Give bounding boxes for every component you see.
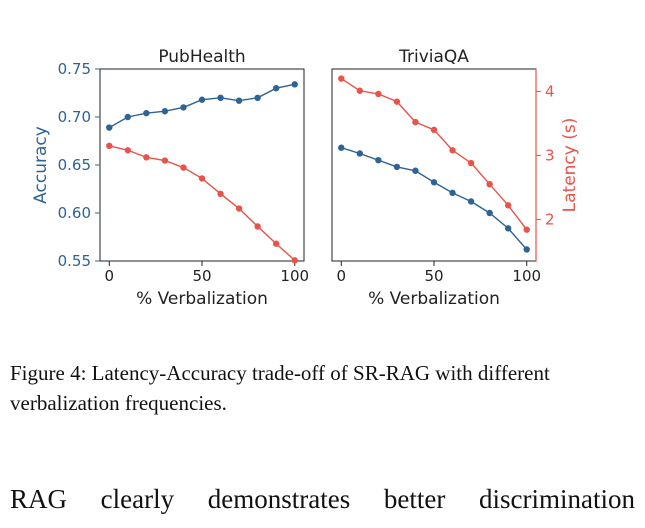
data-point-accuracy — [393, 163, 401, 171]
data-point-latency — [523, 226, 530, 233]
data-point-accuracy — [291, 81, 298, 88]
body-text: RAG clearly demonstrates better discrimi… — [10, 484, 635, 514]
x-tick-label: 0 — [336, 267, 346, 285]
series-line-latency — [340, 78, 528, 231]
x-tick-label: 100 — [280, 267, 309, 285]
y2-axis-title-latency: Latency (s) — [560, 118, 580, 213]
data-point-latency — [235, 205, 243, 212]
data-point-latency — [467, 159, 475, 167]
x-axis-ticks: 0 50 100 — [104, 261, 309, 285]
data-point-latency — [393, 98, 401, 105]
series-line-latency — [109, 145, 296, 261]
y-tick-label: 0.55 — [58, 252, 91, 270]
x-tick-label: 50 — [192, 267, 211, 285]
y-tick-label: 0.60 — [58, 204, 91, 222]
data-point-accuracy — [467, 198, 475, 205]
panel-title-pubhealth: PubHealth — [158, 47, 245, 67]
data-point-accuracy — [198, 96, 206, 103]
y2-tick-label: 3 — [545, 146, 555, 164]
data-point-accuracy — [504, 225, 512, 232]
series-layer — [106, 81, 298, 264]
data-point-latency — [375, 90, 382, 98]
series-line-accuracy — [341, 147, 528, 250]
panel-pubhealth: PubHealth 0.55 0.60 0.65 0.70 0.75 0 50 100 % … — [31, 47, 309, 309]
data-point-accuracy — [375, 157, 382, 164]
data-point-latency — [338, 75, 345, 82]
data-point-accuracy — [356, 150, 364, 157]
series-layer — [338, 75, 530, 253]
data-point-accuracy — [449, 189, 456, 197]
data-point-latency — [198, 175, 206, 182]
data-point-latency — [161, 157, 169, 164]
x-axis-title: % Verbalization — [368, 289, 500, 309]
data-point-accuracy — [486, 209, 493, 217]
data-point-accuracy — [180, 104, 187, 111]
data-point-accuracy — [235, 97, 243, 104]
y2-axis-ticks: 2 3 4 — [535, 69, 555, 261]
data-point-accuracy — [254, 94, 261, 102]
data-point-latency — [291, 257, 298, 264]
data-point-accuracy — [161, 108, 169, 115]
data-point-accuracy — [338, 144, 345, 151]
y2-tick-label: 2 — [545, 210, 555, 228]
data-point-latency — [180, 164, 187, 171]
plot-frame — [331, 68, 537, 262]
data-point-accuracy — [143, 109, 150, 117]
data-point-latency — [449, 147, 456, 154]
data-point-latency — [106, 142, 113, 149]
data-point-latency — [254, 223, 261, 230]
data-point-accuracy — [124, 113, 132, 121]
y-tick-label: 0.70 — [58, 108, 91, 126]
data-point-latency — [430, 126, 438, 133]
data-point-accuracy — [430, 179, 438, 186]
y-axis-title-accuracy: Accuracy — [31, 126, 51, 204]
data-point-latency — [486, 181, 493, 188]
x-tick-label: 0 — [104, 267, 114, 285]
data-point-accuracy — [523, 246, 530, 253]
data-point-latency — [124, 147, 132, 154]
x-tick-label: 50 — [424, 267, 443, 285]
data-point-latency — [504, 202, 512, 209]
series-line-accuracy — [108, 83, 295, 129]
data-point-latency — [412, 118, 419, 126]
figure: PubHealth 0.55 0.60 0.65 0.70 0.75 0 50 100 % … — [31, 47, 580, 309]
panel-triviaqa: TriviaQA 2 3 4 0 50 100 % Verbalization Late… — [331, 47, 580, 309]
data-point-latency — [143, 154, 150, 161]
x-tick-label: 100 — [512, 267, 541, 285]
figure-caption: Figure 4: Latency-Accuracy trade-off of … — [10, 361, 550, 415]
y-tick-label: 0.65 — [58, 156, 91, 174]
y-axis-ticks: 0.55 0.60 0.65 0.70 0.75 — [58, 60, 100, 270]
data-point-accuracy — [412, 167, 419, 174]
panel-title-triviaqa: TriviaQA — [398, 47, 469, 67]
data-point-accuracy — [217, 94, 224, 102]
data-point-latency — [272, 240, 280, 247]
data-point-latency — [217, 190, 224, 197]
data-point-accuracy — [106, 124, 113, 131]
x-axis-ticks: 0 50 100 — [336, 261, 541, 285]
x-axis-title: % Verbalization — [136, 289, 268, 309]
data-point-accuracy — [272, 85, 280, 92]
data-point-latency — [356, 87, 364, 94]
y-tick-label: 0.75 — [58, 60, 91, 78]
y2-tick-label: 4 — [545, 82, 555, 100]
